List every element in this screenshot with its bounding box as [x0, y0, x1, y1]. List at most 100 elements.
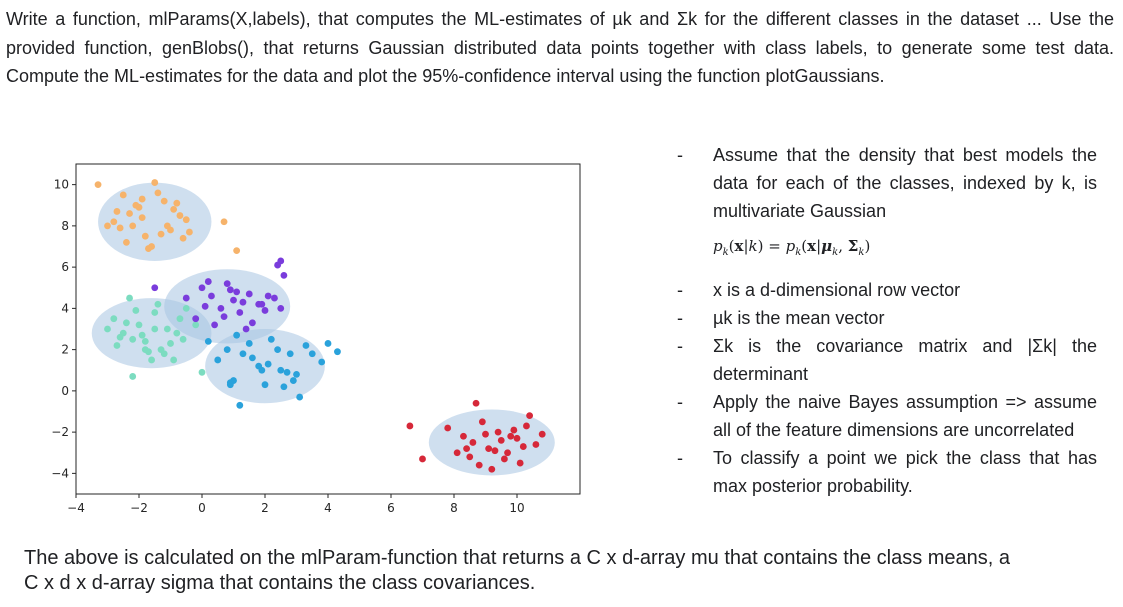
data-point — [129, 335, 137, 343]
density-formula: pk(x|k) = pk(x|μk, Σk) — [677, 233, 1097, 266]
data-point — [296, 393, 304, 401]
data-point — [132, 307, 140, 314]
data-point — [145, 245, 152, 252]
data-point — [419, 455, 426, 463]
data-point — [258, 300, 266, 308]
data-point — [494, 428, 502, 436]
data-point — [138, 214, 146, 222]
data-point — [261, 307, 269, 314]
data-point — [173, 329, 181, 337]
data-point — [129, 222, 137, 230]
data-point — [277, 366, 285, 374]
data-point — [201, 302, 209, 310]
data-point — [104, 222, 111, 230]
data-point — [519, 443, 527, 450]
list-item: - To classify a point we pick the class t… — [677, 444, 1097, 500]
data-point — [214, 356, 222, 364]
data-point — [472, 399, 480, 407]
data-point — [460, 432, 467, 440]
data-point — [182, 216, 190, 224]
data-point — [182, 304, 190, 312]
y-axis-ticks: −4 −2 0 2 4 6 8 10 — [51, 178, 76, 480]
scatter-plot: −4 −2 0 2 4 6 8 10 −4 −2 0 2 4 6 8 10 — [40, 160, 590, 530]
x-tick-label: 6 — [387, 501, 395, 515]
data-point — [466, 453, 474, 461]
data-point — [523, 422, 530, 430]
data-point — [110, 315, 118, 323]
data-point — [148, 356, 155, 364]
data-point — [280, 383, 288, 391]
data-point — [141, 337, 149, 345]
data-point — [485, 445, 493, 453]
data-point — [334, 348, 341, 356]
data-point — [123, 319, 130, 327]
data-point — [94, 181, 102, 189]
data-point — [274, 346, 281, 354]
data-point — [176, 315, 184, 323]
data-point — [138, 331, 146, 339]
data-point — [264, 292, 272, 300]
data-point — [504, 449, 511, 457]
data-point — [453, 449, 461, 457]
list-item-text: To classify a point we pick the class th… — [713, 448, 1097, 496]
data-point — [261, 381, 269, 389]
data-point — [230, 296, 237, 304]
data-point — [293, 370, 300, 378]
data-point — [482, 430, 489, 438]
list-item-text: x is a d-dimensional row vector — [713, 280, 961, 300]
data-point — [135, 321, 143, 329]
data-point — [226, 286, 234, 294]
data-point — [173, 199, 181, 207]
list-item-text: µk is the mean vector — [713, 308, 885, 328]
data-point — [249, 354, 256, 362]
data-point — [116, 333, 124, 341]
data-point — [507, 432, 515, 440]
data-point — [154, 189, 162, 197]
y-tick-label: −4 — [51, 466, 69, 480]
data-point — [223, 280, 231, 288]
formula-k: k — [748, 237, 758, 255]
data-point — [119, 191, 127, 199]
formula-x: x — [807, 237, 817, 255]
data-point — [116, 224, 124, 232]
data-point — [182, 294, 190, 302]
data-point — [113, 208, 121, 215]
data-point — [211, 321, 219, 329]
data-point — [264, 360, 272, 368]
data-point — [280, 271, 288, 279]
data-point — [463, 445, 470, 453]
x-tick-label: −4 — [67, 501, 85, 515]
data-point — [267, 335, 275, 343]
data-point — [204, 278, 212, 285]
x-tick-label: 0 — [198, 501, 206, 515]
data-point — [163, 325, 171, 333]
data-point — [198, 284, 206, 292]
list-item-text: Apply the naive Bayes assumption => assu… — [713, 392, 1097, 440]
data-point — [249, 319, 256, 327]
data-point — [236, 401, 244, 409]
data-point — [233, 247, 241, 255]
list-item: - x is a d-dimensional row vector — [677, 276, 1097, 304]
y-tick-label: 2 — [61, 343, 69, 357]
x-tick-label: 2 — [261, 501, 269, 515]
y-tick-label: 0 — [61, 384, 69, 398]
data-point — [154, 300, 162, 308]
data-point — [286, 350, 294, 358]
formula-sigma: Σ — [847, 237, 859, 255]
data-point — [113, 342, 121, 349]
data-point — [179, 234, 187, 242]
instruction-paragraph: Write a function, mlParams(X,labels), th… — [6, 9, 1114, 86]
notes-list: - Assume that the density that best model… — [677, 141, 1097, 500]
data-point — [151, 325, 159, 333]
formula-p: p — [713, 237, 723, 255]
data-point — [217, 304, 225, 312]
data-point — [157, 346, 165, 354]
data-point — [406, 422, 414, 430]
data-point — [324, 340, 332, 347]
data-point — [532, 441, 540, 448]
formula-k: k — [795, 247, 802, 258]
y-tick-label: 4 — [61, 301, 69, 315]
formula-x: x — [734, 237, 744, 255]
formula-bar: | — [816, 237, 822, 255]
data-point — [258, 366, 266, 374]
